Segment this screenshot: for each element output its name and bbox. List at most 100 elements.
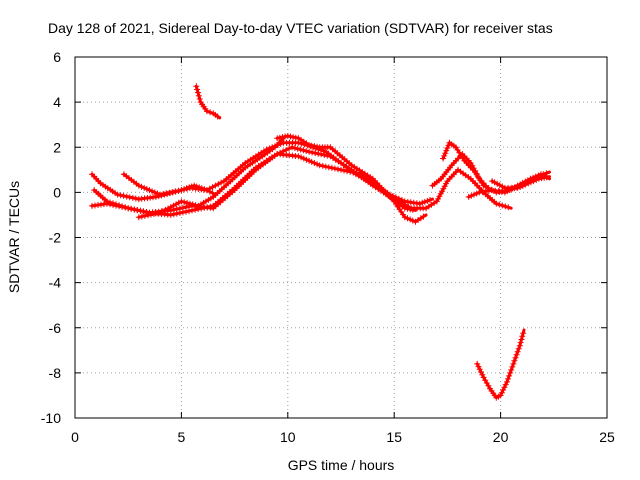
data-point (289, 144, 296, 151)
data-point (500, 387, 507, 393)
axis-ticks: 0 5 10 15 20 25 -10 -8 -6 -4 -2 0 2 4 6 (41, 49, 615, 445)
data-point (138, 183, 145, 190)
data-point (322, 163, 329, 170)
data-point (519, 182, 526, 189)
data-point (485, 187, 492, 194)
data-point (306, 148, 313, 155)
x-tick-label: 25 (599, 429, 615, 445)
data-point (157, 209, 164, 216)
data-point (489, 187, 496, 194)
data-point (538, 175, 545, 182)
data-point (513, 351, 520, 358)
data-point (530, 178, 537, 185)
data-point (476, 366, 483, 373)
data-point (181, 199, 188, 206)
data-point (300, 147, 307, 154)
data-point (442, 150, 449, 157)
data-point (407, 206, 414, 213)
data-point (170, 202, 177, 209)
data-point (297, 146, 304, 153)
data-point (140, 208, 147, 215)
data-point (149, 188, 156, 195)
data-point (294, 145, 301, 152)
data-point (476, 189, 483, 196)
data-point (316, 162, 323, 169)
data-point (498, 188, 505, 195)
data-point (207, 203, 214, 210)
data-point (189, 201, 196, 208)
data-point (126, 194, 133, 201)
data-point (152, 193, 159, 200)
data-point (309, 149, 316, 156)
y-tick-label: -4 (49, 275, 62, 291)
data-point (201, 204, 208, 211)
data-point (520, 330, 527, 337)
data-point (444, 145, 451, 151)
data-point (157, 191, 164, 198)
data-point (474, 360, 481, 367)
data-point (324, 152, 331, 159)
data-point (347, 168, 354, 175)
data-point (143, 186, 150, 192)
data-point (318, 151, 325, 158)
y-tick-label: -2 (49, 230, 62, 246)
data-point (120, 192, 127, 199)
data-point (204, 204, 211, 211)
data-point (173, 201, 180, 208)
data-point (445, 142, 452, 149)
data-point (427, 197, 433, 203)
data-point (286, 145, 293, 152)
data-point (502, 203, 509, 210)
data-point (328, 164, 335, 171)
data-point (314, 161, 321, 168)
data-point (192, 202, 199, 209)
data-point (170, 211, 177, 218)
data-point (435, 195, 442, 202)
y-tick-label: 2 (53, 139, 61, 155)
data-point (502, 381, 509, 388)
data-point (527, 179, 534, 186)
y-tick-label: 6 (53, 49, 61, 65)
data-point (207, 109, 214, 116)
data-point (178, 198, 185, 205)
data-point (473, 190, 480, 197)
data-point (166, 189, 173, 196)
x-tick-label: 20 (493, 429, 509, 445)
data-point (507, 369, 514, 376)
data-point (350, 169, 357, 176)
data-point (188, 183, 195, 190)
data-point (341, 167, 347, 174)
data-point (479, 188, 486, 195)
data-point (479, 371, 486, 378)
data-point (495, 188, 502, 195)
data-point (505, 375, 511, 382)
y-tick-label: -10 (41, 410, 61, 426)
data-point (517, 183, 524, 190)
data-point (176, 210, 183, 216)
data-point (193, 183, 200, 190)
x-tick-label: 15 (386, 429, 402, 445)
y-tick-label: 4 (53, 94, 61, 110)
data-point (198, 185, 205, 192)
data-point (123, 193, 130, 200)
data-point (107, 199, 113, 206)
data-point (175, 187, 182, 194)
data-point (154, 190, 161, 197)
y-tick-label: -6 (49, 320, 62, 336)
data-point (303, 148, 310, 154)
data-point (353, 170, 360, 176)
data-point (138, 213, 145, 220)
data-point (508, 366, 515, 373)
data-point (163, 190, 170, 197)
data-point (541, 174, 548, 181)
data-point (137, 207, 144, 214)
data-point (533, 177, 540, 183)
data-point (179, 209, 186, 216)
data-point (344, 168, 351, 175)
data-point (143, 209, 150, 215)
data-point (515, 345, 522, 352)
data-point (505, 204, 512, 211)
data-point (512, 354, 519, 361)
data-point (162, 206, 169, 213)
data-point (468, 192, 475, 199)
